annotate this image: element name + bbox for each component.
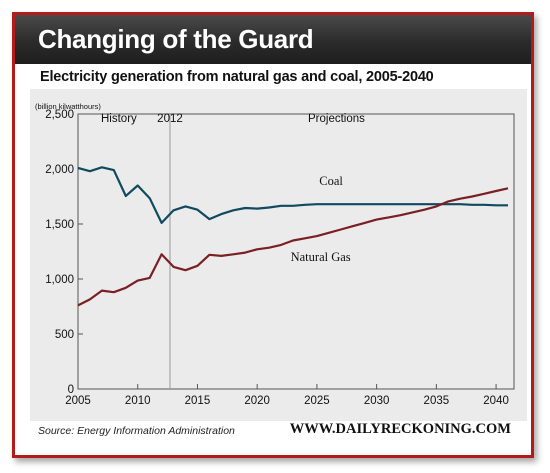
title-banner: Changing of the Guard bbox=[15, 15, 531, 64]
y-tick-label: 500 bbox=[55, 329, 74, 341]
x-tick-label: 2010 bbox=[125, 395, 151, 407]
chart-card: Changing of the Guard Electricity genera… bbox=[12, 12, 534, 458]
y-tick-label: 0 bbox=[68, 384, 74, 396]
banner-title: Changing of the Guard bbox=[38, 24, 314, 54]
x-tick-label: 2040 bbox=[483, 395, 509, 407]
y-tick-label: 2,000 bbox=[45, 164, 74, 176]
y-tick-label: 1,000 bbox=[45, 274, 74, 286]
x-tick-label: 2025 bbox=[304, 395, 330, 407]
natural-gas-series-label: Natural Gas bbox=[291, 250, 351, 264]
x-tick-label: 2030 bbox=[364, 395, 390, 407]
y-tick-label: 2,500 bbox=[45, 109, 74, 121]
plot-border bbox=[77, 113, 515, 390]
divider-year-label: 2012 bbox=[157, 113, 183, 125]
website-credit: WWW.DAILYRECKONING.COM bbox=[289, 421, 511, 437]
chart-title: Electricity generation from natural gas … bbox=[40, 69, 434, 85]
natural-gas-series-line bbox=[77, 187, 509, 307]
x-tick-label: 2015 bbox=[185, 395, 211, 407]
y-axis-label: (billion kilwatthours) bbox=[35, 102, 101, 111]
coal-series-label: Coal bbox=[319, 174, 343, 188]
y-tick-label: 1,500 bbox=[45, 219, 74, 231]
line-chart: 0 500 1,000 1,500 2,000 2,500 2005 2010 2015 2020… bbox=[35, 102, 515, 407]
x-tick-label: 2020 bbox=[244, 395, 270, 407]
projections-label: Projections bbox=[308, 113, 365, 125]
plot-background bbox=[30, 89, 527, 421]
source-note: Source: Energy Information Administratio… bbox=[38, 425, 235, 437]
x-tick-label: 2035 bbox=[424, 395, 450, 407]
x-tick-label: 2005 bbox=[65, 395, 91, 407]
coal-series-line bbox=[77, 166, 508, 224]
history-label: History bbox=[101, 113, 137, 125]
